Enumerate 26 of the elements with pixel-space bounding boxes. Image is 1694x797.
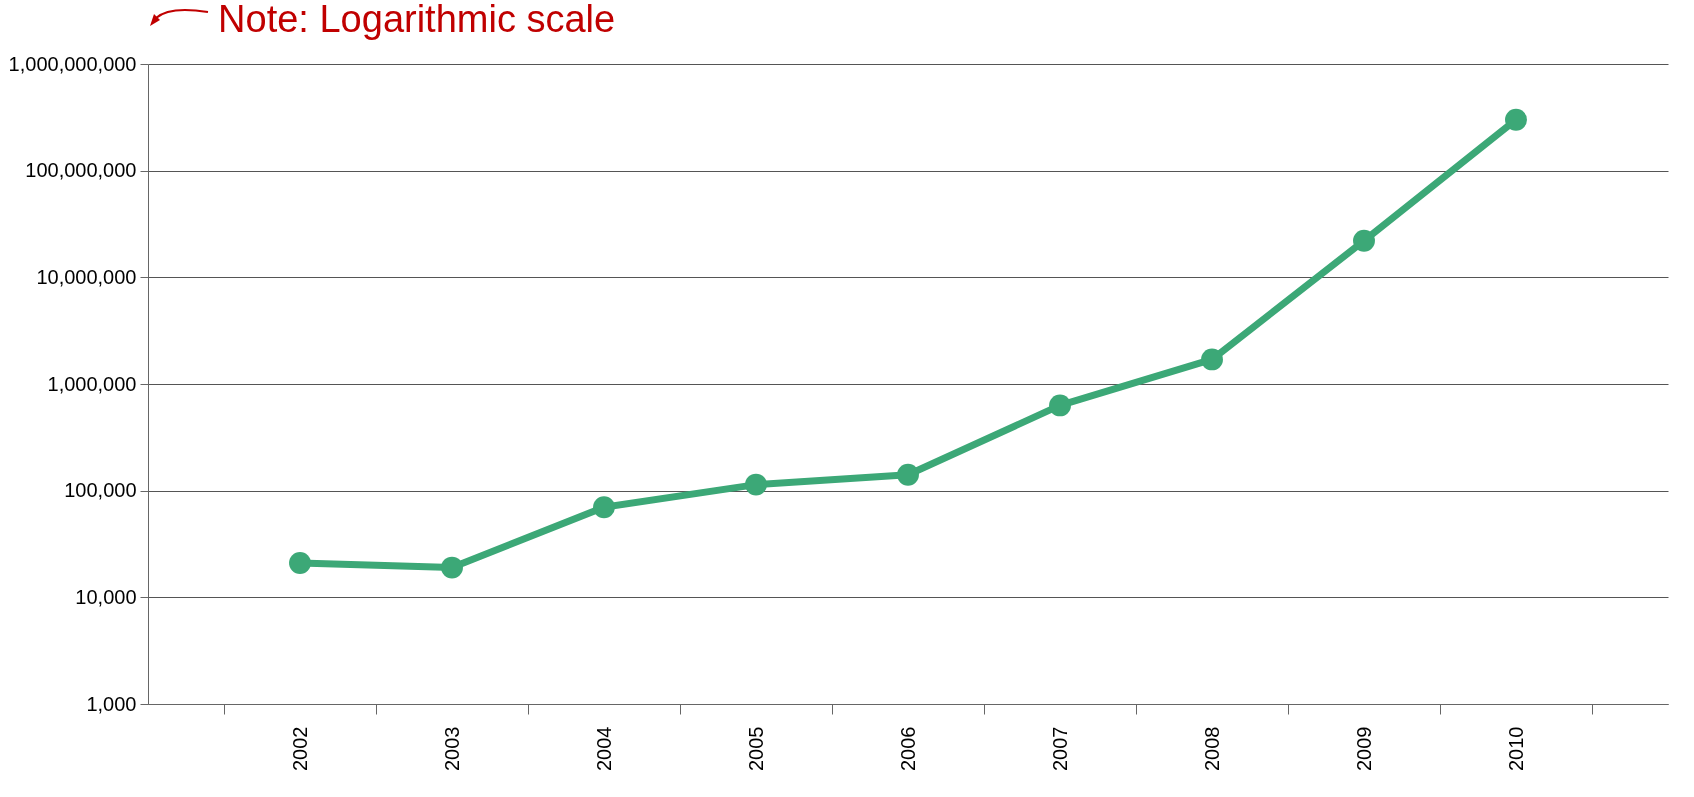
x-tick-label: 2004	[592, 726, 615, 771]
y-tick-label: 1,000,000	[47, 372, 137, 395]
point	[1505, 108, 1527, 131]
y-tick-label: 100,000,000	[25, 159, 137, 182]
point	[745, 473, 767, 496]
x-tick-label: 2006	[896, 726, 919, 771]
x-tick-label: 2010	[1504, 726, 1527, 771]
y-tick-label: 10,000	[75, 585, 137, 608]
point	[593, 496, 615, 519]
y-tick-label: 1,000	[86, 692, 137, 715]
y-tick-label: 10,000,000	[36, 265, 137, 288]
point	[441, 556, 463, 579]
x-tick-label: 2007	[1048, 726, 1071, 771]
x-tick-label: 2005	[744, 726, 767, 771]
point	[289, 552, 311, 574]
x-tick-label: 2003	[440, 726, 463, 771]
y-tick-label: 100,000	[64, 479, 137, 502]
point	[1201, 348, 1223, 371]
point	[897, 463, 919, 486]
y-tick-label: 1,000,000,000	[8, 52, 137, 75]
text: Note: Logarithmic scale	[218, 0, 616, 40]
point	[1049, 394, 1071, 417]
point	[1353, 229, 1375, 252]
x-tick-label: 2009	[1352, 726, 1375, 771]
x-tick-label: 2008	[1200, 726, 1223, 771]
x-tick-label: 2002	[288, 726, 311, 771]
